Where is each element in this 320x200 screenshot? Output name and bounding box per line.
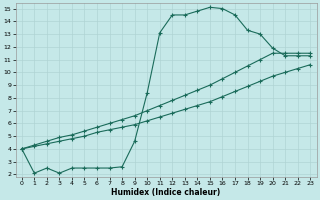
X-axis label: Humidex (Indice chaleur): Humidex (Indice chaleur) — [111, 188, 221, 197]
